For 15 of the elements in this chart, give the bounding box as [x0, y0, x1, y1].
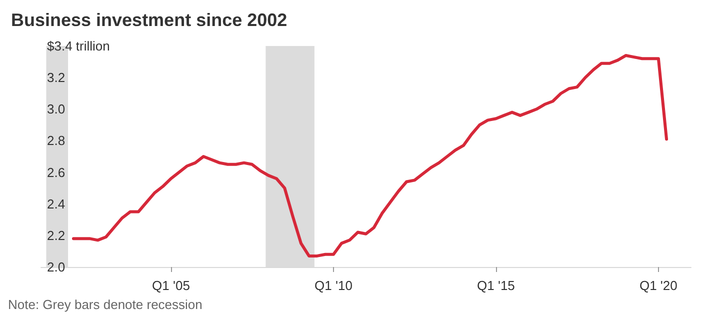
y-tick-label: 2.0 [47, 260, 66, 274]
x-tick-label: Q1 '15 [477, 278, 515, 293]
y-tick-label: $3.4 trillion [47, 38, 110, 54]
line-series [72, 54, 668, 258]
text: Note: Grey bars denote recession [8, 297, 202, 312]
y-tick-label: 3.0 [47, 102, 66, 117]
y-tick-label: 2.4 [47, 196, 66, 212]
y-tick-label: 2.6 [47, 164, 66, 180]
y-tick-label: 3.2 [47, 70, 66, 86]
y-tick-label: 2.8 [47, 133, 66, 148]
x-tick-label: Q1 '20 [639, 278, 678, 293]
y-tick-label: 2.2 [47, 228, 66, 243]
chart-title: Business investment since 2002 [11, 10, 288, 30]
x-tick-label: Q1 '10 [314, 278, 352, 293]
x-tick-label: Q1 '05 [152, 278, 190, 293]
